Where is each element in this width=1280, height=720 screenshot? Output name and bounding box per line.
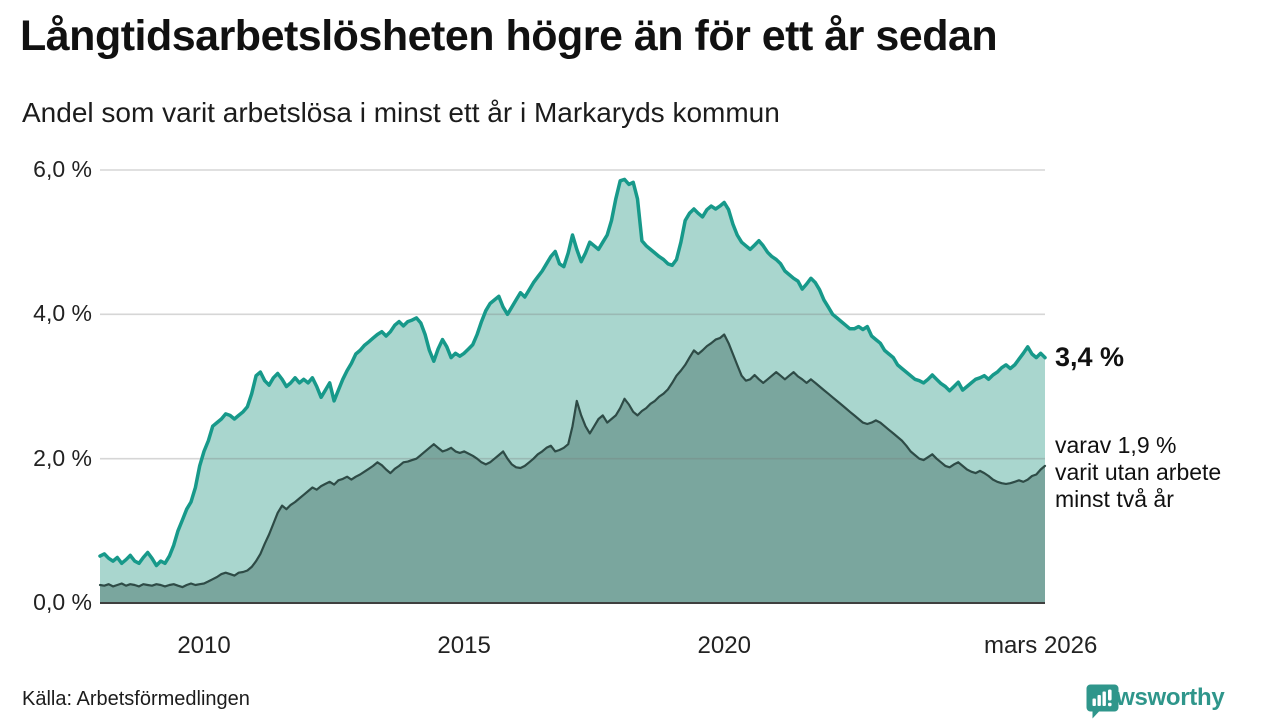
one-year-line bbox=[98, 177, 1047, 568]
x-tick-label-mars-2026: mars 2026 bbox=[983, 632, 1098, 659]
y-tick-label-0: 0,0 % bbox=[33, 588, 92, 615]
x-tick-label-2015: 2015 bbox=[437, 632, 491, 659]
x-tick-label-2010: 2010 bbox=[177, 632, 231, 659]
newsworthy-logo: Newsworthy bbox=[1086, 684, 1225, 719]
two-year-annotation-line2: varit utan arbete bbox=[1055, 459, 1222, 485]
two-year-annotation-line3: minst två år bbox=[1055, 486, 1174, 512]
two-year-line bbox=[98, 333, 1047, 589]
two-year-annotation: varav 1,9 % varit utan arbete minst två … bbox=[1055, 432, 1221, 513]
newsworthy-bubble-chart-icon bbox=[1086, 684, 1119, 719]
source-note: Källa: Arbetsförmedlingen bbox=[22, 688, 250, 710]
y-tick-label-4: 4,0 % bbox=[33, 300, 92, 327]
y-tick-label-6: 6,0 % bbox=[33, 155, 92, 182]
two-year-area bbox=[100, 334, 1045, 603]
chart-subtitle: Andel som varit arbetslösa i minst ett å… bbox=[22, 97, 780, 128]
chart-title: Långtidsarbetslösheten högre än för ett … bbox=[20, 12, 998, 60]
two-year-annotation-line1: varav 1,9 % bbox=[1055, 432, 1177, 458]
y-tick-label-2: 2,0 % bbox=[33, 444, 92, 471]
x-tick-label-2020: 2020 bbox=[697, 632, 751, 659]
latest-value-label: 3,4 % bbox=[1055, 342, 1125, 372]
